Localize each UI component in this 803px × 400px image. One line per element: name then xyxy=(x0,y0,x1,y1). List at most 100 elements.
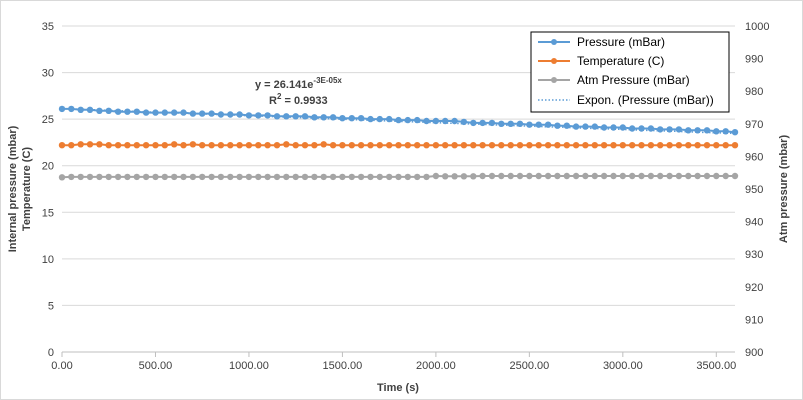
point-temperature-c xyxy=(629,142,636,149)
point-temperature-c xyxy=(404,142,411,149)
point-pressure-mbar xyxy=(96,107,103,115)
point-atm-pressure-mbar xyxy=(245,173,253,181)
point-atm-pressure-mbar xyxy=(58,174,66,181)
point-pressure-mbar xyxy=(367,115,374,123)
point-atm-pressure-mbar xyxy=(329,173,337,181)
point-temperature-c xyxy=(348,142,355,149)
point-temperature-c xyxy=(227,142,234,149)
point-atm-pressure-mbar xyxy=(647,172,655,180)
point-temperature-c xyxy=(479,142,486,149)
point-temperature-c xyxy=(488,142,496,149)
point-atm-pressure-mbar xyxy=(395,173,402,181)
point-atm-pressure-mbar xyxy=(180,173,187,181)
trendline-equation: y = 26.141e-3E-05x xyxy=(255,76,342,91)
legend-marker-temperature xyxy=(551,58,557,64)
point-temperature-c xyxy=(516,142,524,149)
legend-item-pressure: Pressure (mBar) xyxy=(538,35,665,49)
point-temperature-c xyxy=(526,142,533,149)
point-atm-pressure-mbar xyxy=(255,173,262,181)
point-atm-pressure-mbar xyxy=(357,173,365,181)
point-temperature-c xyxy=(572,142,580,149)
point-atm-pressure-mbar xyxy=(619,172,626,180)
point-atm-pressure-mbar xyxy=(133,173,140,181)
y-right-tick-label: 990 xyxy=(745,54,763,66)
point-atm-pressure-mbar xyxy=(227,173,234,181)
point-temperature-c xyxy=(142,142,150,149)
point-atm-pressure-mbar xyxy=(348,173,355,181)
point-pressure-mbar xyxy=(329,114,337,121)
point-temperature-c xyxy=(58,142,66,149)
trendline-equation-exponent: -3E-05x xyxy=(313,76,342,85)
point-pressure-mbar xyxy=(77,106,84,114)
y-right-tick-label: 950 xyxy=(745,184,763,196)
y-right-tick-label: 930 xyxy=(745,249,763,261)
point-temperature-c xyxy=(292,142,299,149)
point-atm-pressure-mbar xyxy=(694,172,701,180)
point-temperature-c xyxy=(77,141,84,148)
y-left-tick-label: 10 xyxy=(42,254,54,266)
y-axis-left-title-line1: Internal pressure (mbar) xyxy=(7,125,19,252)
point-atm-pressure-mbar xyxy=(386,173,393,181)
point-temperature-c xyxy=(367,142,374,149)
x-tick-label: 3500.00 xyxy=(696,360,736,372)
point-temperature-c xyxy=(189,141,197,148)
point-pressure-mbar xyxy=(582,123,589,130)
y-left-tick-label: 35 xyxy=(42,21,54,33)
point-atm-pressure-mbar xyxy=(77,173,84,181)
legend: Pressure (mBar) Temperature (C) Atm Pres… xyxy=(530,31,730,113)
point-temperature-c xyxy=(460,142,468,149)
point-temperature-c xyxy=(619,142,626,149)
legend-label-trendline: Expon. (Pressure (mBar)) xyxy=(577,93,714,107)
point-atm-pressure-mbar xyxy=(320,173,327,181)
point-pressure-mbar xyxy=(451,117,458,125)
axes: 0 5 10 15 20 25 30 35 900 910 920 930 940 950 960 970 98… xyxy=(42,21,770,372)
point-atm-pressure-mbar xyxy=(367,173,374,181)
point-atm-pressure-mbar xyxy=(460,173,468,180)
point-temperature-c xyxy=(217,142,225,149)
point-atm-pressure-mbar xyxy=(376,173,383,181)
point-atm-pressure-mbar xyxy=(638,172,645,180)
point-pressure-mbar xyxy=(161,109,168,116)
point-temperature-c xyxy=(694,142,701,149)
point-atm-pressure-mbar xyxy=(208,173,215,181)
legend-marker-pressure xyxy=(551,39,557,45)
point-temperature-c xyxy=(320,141,327,148)
point-atm-pressure-mbar xyxy=(105,173,112,181)
point-temperature-c xyxy=(171,141,178,148)
point-pressure-mbar xyxy=(264,112,271,119)
point-temperature-c xyxy=(610,142,617,149)
point-temperature-c xyxy=(114,142,122,149)
point-temperature-c xyxy=(554,142,561,149)
point-temperature-c xyxy=(414,142,421,149)
point-pressure-mbar xyxy=(432,117,440,125)
y-left-tick-label: 15 xyxy=(42,207,54,219)
point-atm-pressure-mbar xyxy=(264,173,271,181)
point-temperature-c xyxy=(96,141,103,148)
point-temperature-c xyxy=(647,142,655,149)
point-pressure-mbar xyxy=(124,108,131,115)
point-pressure-mbar xyxy=(386,115,393,123)
point-pressure-mbar xyxy=(171,109,178,116)
point-atm-pressure-mbar xyxy=(217,173,225,181)
point-temperature-c xyxy=(563,142,570,149)
point-pressure-mbar xyxy=(414,116,421,124)
point-atm-pressure-mbar xyxy=(96,173,103,181)
trendline-r2-superscript: 2 xyxy=(277,92,282,101)
point-pressure-mbar xyxy=(544,121,552,128)
point-pressure-mbar xyxy=(227,111,234,118)
point-temperature-c xyxy=(329,142,337,149)
point-atm-pressure-mbar xyxy=(432,172,440,180)
point-pressure-mbar xyxy=(526,121,533,128)
trendline-annotation: y = 26.141e-3E-05x R2 = 0.9933 xyxy=(255,76,342,107)
point-atm-pressure-mbar xyxy=(526,172,533,180)
point-pressure-mbar xyxy=(619,124,626,131)
point-atm-pressure-mbar xyxy=(68,173,75,181)
point-atm-pressure-mbar xyxy=(124,173,131,181)
y-right-tick-label: 920 xyxy=(745,282,763,294)
point-temperature-c xyxy=(283,141,290,148)
y-right-tick-label: 940 xyxy=(745,217,763,229)
point-atm-pressure-mbar xyxy=(535,172,542,180)
point-pressure-mbar xyxy=(647,125,655,132)
point-temperature-c xyxy=(685,142,692,149)
legend-box xyxy=(530,31,730,113)
